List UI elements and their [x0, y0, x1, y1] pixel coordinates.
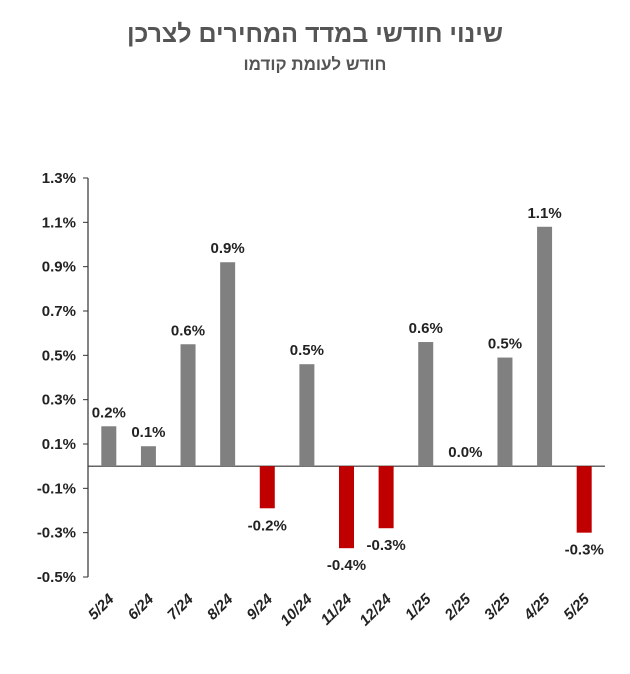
x-tick-label: 5/24 — [85, 590, 118, 623]
x-tick-label: 5/25 — [560, 590, 593, 623]
chart-bars — [101, 226, 592, 549]
bar-9/24 — [259, 466, 275, 509]
data-label: -0.3% — [565, 542, 604, 559]
data-label: -0.4% — [327, 557, 366, 574]
y-tick-label: 0.7% — [42, 303, 76, 320]
y-tick-label: 0.3% — [42, 392, 76, 409]
data-label: 0.1% — [131, 424, 165, 441]
bar-10/24 — [299, 364, 315, 467]
x-tick-label: 6/24 — [125, 590, 158, 623]
data-label: 0.5% — [488, 336, 522, 353]
data-label: 0.0% — [448, 444, 482, 461]
chart-axes: 1.3%1.1%0.9%0.7%0.5%0.3%0.1%-0.1%-0.3%-0… — [37, 170, 605, 586]
x-tick-label: 9/24 — [243, 590, 276, 623]
chart-title: שינוי חודשי במדד המחירים לצרכן — [127, 20, 503, 48]
bar-3/25 — [497, 357, 513, 467]
chart-data-labels: 0.2%0.1%0.6%0.9%-0.2%0.5%-0.4%-0.3%0.6%0… — [92, 205, 604, 574]
x-tick-label: 10/24 — [277, 590, 316, 629]
chart-x-ticks: 5/24 6/24 7/24 8/24 9/24 10/24 11/24 12/24 1/25 2… — [85, 590, 594, 629]
x-tick-label: 1/25 — [402, 590, 435, 623]
y-tick-label: -0.1% — [37, 480, 76, 497]
x-tick-label: 12/24 — [356, 590, 395, 629]
x-tick-label: 11/24 — [318, 590, 356, 628]
y-tick-label: 0.5% — [42, 347, 76, 364]
bar-1/25 — [418, 342, 434, 467]
y-tick-label: 1.1% — [42, 214, 76, 231]
data-label: 0.6% — [409, 320, 443, 337]
x-tick-label: 4/25 — [520, 590, 554, 624]
x-tick-label: 7/24 — [164, 590, 197, 623]
data-label: 0.2% — [92, 404, 126, 421]
bar-7/24 — [180, 344, 196, 467]
bar-5/24 — [101, 426, 117, 467]
data-label: 1.1% — [527, 205, 561, 222]
y-tick-label: 0.1% — [42, 436, 76, 453]
data-label: 0.9% — [211, 240, 245, 257]
bar-6/24 — [140, 446, 156, 467]
data-label: 0.5% — [290, 342, 324, 359]
data-label: -0.3% — [367, 537, 406, 554]
y-tick-label: 0.9% — [42, 259, 76, 276]
bar-12/24 — [378, 466, 394, 529]
data-label: 0.6% — [171, 322, 205, 339]
bar-8/24 — [220, 262, 236, 467]
y-tick-label: -0.5% — [37, 569, 76, 586]
x-tick-label: 3/25 — [481, 590, 514, 623]
x-tick-label: 2/25 — [441, 590, 475, 624]
y-tick-label: 1.3% — [42, 170, 76, 187]
chart-subtitle: חודש לעומת קודמו — [243, 55, 387, 74]
bar-11/24 — [339, 466, 354, 549]
data-label: -0.2% — [248, 517, 287, 534]
y-tick-label: -0.3% — [37, 525, 76, 542]
x-tick-label: 8/24 — [204, 590, 237, 623]
bar-4/25 — [537, 226, 553, 467]
bar-5/25 — [576, 466, 592, 533]
